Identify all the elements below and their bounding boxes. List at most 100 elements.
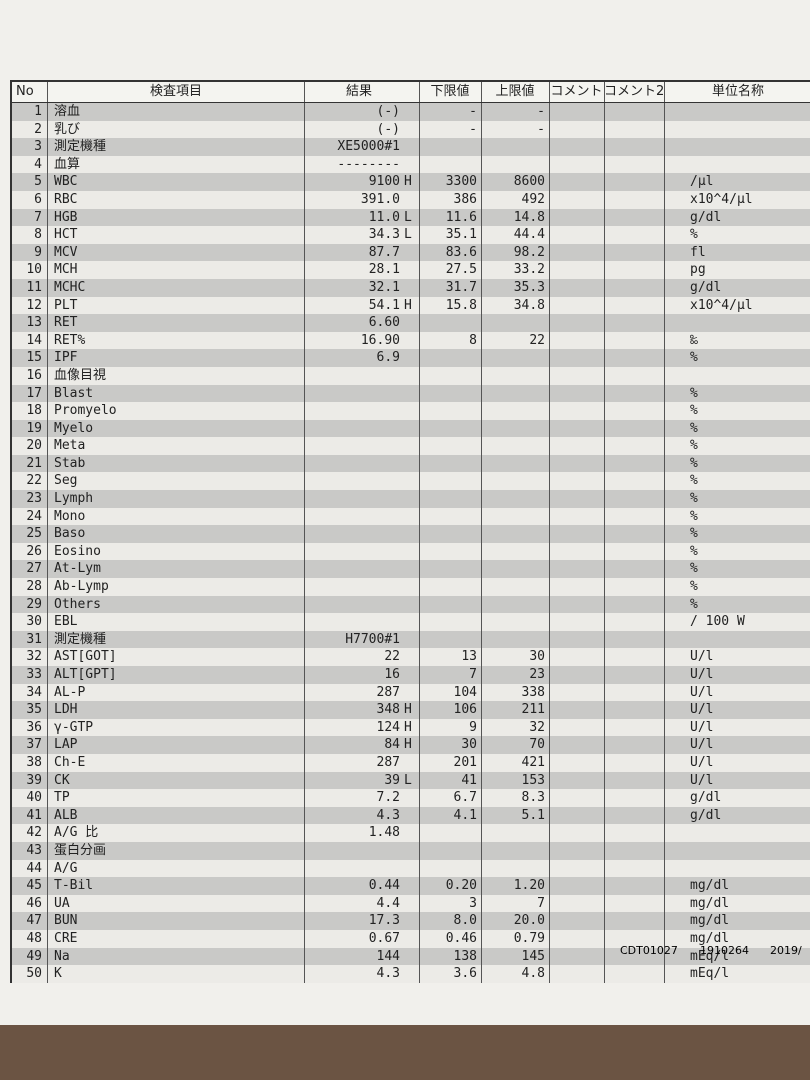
upper-limit: 7 (537, 895, 545, 911)
column-rule (481, 155, 482, 174)
column-rule (664, 578, 665, 596)
table-row: 37 LAP 84 H 30 70 U/l (12, 736, 810, 754)
column-rule (664, 736, 665, 754)
result: 28.1 (368, 262, 400, 278)
lower-limit: 106 (453, 702, 477, 718)
lower-limit: 201 (453, 754, 477, 770)
column-rule (304, 806, 305, 825)
column-rule (304, 331, 305, 350)
item-name: K (54, 966, 62, 982)
result: -------- (337, 156, 400, 172)
column-rule (47, 718, 48, 737)
column-rule (419, 578, 420, 596)
column-rule (47, 701, 48, 719)
item-name: LAP (54, 737, 78, 753)
column-rule (549, 560, 550, 579)
upper-limit: 22 (529, 332, 545, 348)
flag: H (404, 702, 412, 718)
table-row: 31 測定機種 H7700#1 (12, 630, 810, 649)
unit: % (690, 403, 698, 419)
column-rule (419, 261, 420, 279)
column-rule (604, 402, 605, 420)
table-row: 35 LDH 348 H 106 211 U/l (12, 701, 810, 719)
column-rule (304, 296, 305, 315)
upper-limit: 20.0 (513, 913, 545, 929)
row-number: 38 (26, 754, 42, 770)
lower-limit: 0.46 (445, 930, 477, 946)
table-row: 47 BUN 17.3 8.0 20.0 mg/dl (12, 912, 810, 930)
column-rule (549, 226, 550, 244)
table-row: 27 At-Lym% (12, 560, 810, 579)
column-rule (419, 120, 420, 139)
column-rule (664, 278, 665, 297)
table-row: 29 Others% (12, 595, 810, 614)
row-number: 4 (34, 156, 42, 172)
column-rule (304, 542, 305, 561)
row-number: 6 (34, 191, 42, 207)
column-rule (481, 701, 482, 719)
table-row: 24 Mono% (12, 507, 810, 526)
row-number: 34 (26, 684, 42, 700)
column-rule (604, 103, 605, 121)
column-rule (47, 789, 48, 807)
column-rule (304, 384, 305, 403)
lower-limit: 3 (469, 895, 477, 911)
item-name: Blast (54, 385, 94, 401)
item-name: Ab-Lymp (54, 579, 109, 595)
column-rule (419, 349, 420, 367)
column-rule (604, 208, 605, 227)
column-rule (419, 490, 420, 508)
upper-limit: 211 (521, 702, 545, 718)
item-name: 血算 (54, 156, 81, 172)
table-row: 8 HCT 34.3 L 35.1 44.4% (12, 226, 810, 244)
column-rule (419, 630, 420, 649)
row-number: 16 (26, 367, 42, 383)
column-header: No (16, 84, 34, 99)
column-rule (481, 472, 482, 491)
table-row: 50 K 4.3 3.6 4.8 mEq/l (12, 965, 810, 983)
item-name: WBC (54, 174, 78, 190)
column-header: 結果 (345, 84, 372, 99)
item-name: 測定機種 (54, 631, 107, 647)
item-name: HGB (54, 209, 78, 225)
lower-limit: 15.8 (445, 297, 477, 313)
lower-limit: 13 (461, 649, 477, 665)
item-name: Stab (54, 455, 86, 471)
column-rule (481, 437, 482, 455)
column-rule (481, 595, 482, 614)
table-row: 5 WBC 9100 H 3300 8600/μl (12, 173, 810, 191)
column-rule (664, 947, 665, 966)
column-rule (47, 138, 48, 156)
item-name: BUN (54, 913, 78, 929)
column-rule (419, 683, 420, 702)
column-rule (304, 173, 305, 191)
row-number: 43 (26, 842, 42, 858)
unit: / 100 W (690, 614, 745, 630)
row-number: 41 (26, 807, 42, 823)
column-rule (664, 542, 665, 561)
column-rule (664, 806, 665, 825)
row-number: 22 (26, 473, 42, 489)
row-number: 20 (26, 438, 42, 454)
table-row: 25 Baso% (12, 525, 810, 543)
column-rule (304, 560, 305, 579)
results-table: No 検査項目 結果 下限値 上限値 コメント コメント2 単位名称 1 溶血 (-) - - 2 乳び (-… (10, 80, 810, 983)
column-rule (47, 859, 48, 878)
column-rule (47, 190, 48, 209)
column-rule (481, 278, 482, 297)
column-rule (549, 296, 550, 315)
column-rule (304, 208, 305, 227)
column-rule (481, 789, 482, 807)
column-rule (664, 155, 665, 174)
column-rule (304, 314, 305, 332)
flag: L (404, 227, 412, 243)
row-number: 44 (26, 860, 42, 876)
column-rule (549, 419, 550, 438)
lower-limit: 138 (453, 948, 477, 964)
column-rule (549, 542, 550, 561)
column-rule (604, 278, 605, 297)
column-rule (47, 366, 48, 385)
unit: pg (690, 262, 706, 278)
result: 7.2 (376, 790, 400, 806)
